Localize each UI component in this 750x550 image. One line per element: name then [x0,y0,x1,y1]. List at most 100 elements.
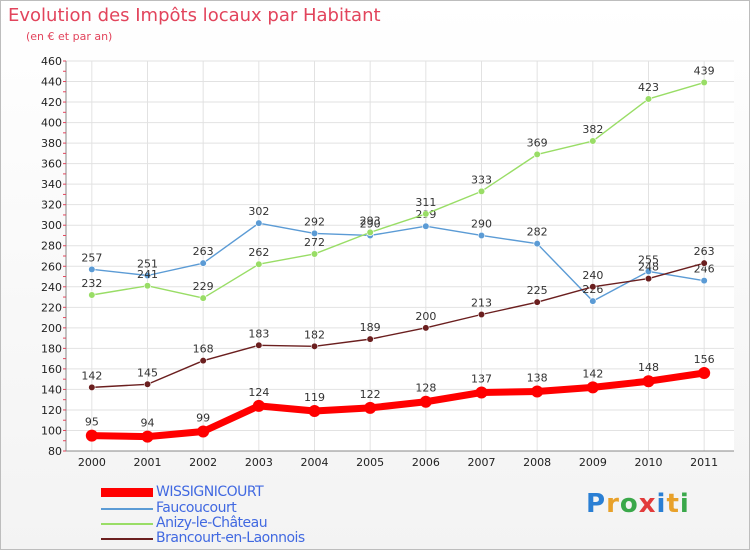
data-label: 272 [304,236,325,249]
data-point [141,430,154,443]
x-tick-label: 2010 [635,456,663,469]
x-tick-label: 2002 [189,456,217,469]
x-tick-label: 2011 [690,456,718,469]
data-point [199,259,207,267]
data-label: 137 [471,373,492,386]
data-label: 263 [193,245,214,258]
y-tick-label: 280 [41,240,62,253]
y-tick-label: 220 [41,301,62,314]
y-tick-label: 160 [41,363,62,376]
data-point [252,399,265,412]
data-label: 99 [196,412,210,425]
y-tick-label: 400 [41,117,62,130]
data-label: 189 [360,321,381,334]
data-point [698,367,711,379]
data-point [310,342,319,350]
data-point [85,429,98,442]
series-line-1 [91,222,705,302]
data-label: 156 [694,353,715,366]
data-label: 213 [471,297,492,310]
data-label: 200 [415,310,436,323]
data-label: 240 [582,269,603,282]
series-line-3 [91,262,705,389]
data-label: 255 [638,253,659,266]
series-line-2 [91,81,705,299]
data-point [366,228,374,236]
data-label: 128 [415,382,436,395]
data-point [533,240,541,248]
data-point [310,250,319,258]
x-tick-label: 2006 [412,456,440,469]
data-point [700,277,708,285]
legend-swatch-anizy [101,523,153,525]
data-label: 290 [360,217,381,230]
data-label: 251 [137,258,158,271]
logo-letter: i [679,489,690,519]
data-point [531,385,544,398]
legend-swatch-faucoucourt [101,508,153,510]
data-label: 369 [527,136,548,149]
x-tick-label: 2008 [523,456,551,469]
y-tick-label: 420 [41,96,62,109]
data-point [589,137,597,145]
data-label: 122 [360,388,381,401]
data-point [419,395,432,408]
data-point [586,381,599,394]
data-point [88,291,96,299]
data-label: 168 [193,343,214,356]
data-label: 439 [694,65,715,78]
y-tick-label: 360 [41,158,62,171]
data-point [533,150,541,158]
plot-area [66,61,734,451]
data-point [255,260,263,268]
x-tick-label: 2007 [468,456,496,469]
legend-swatch-brancourt [101,538,153,540]
data-label: 293 [360,214,381,227]
data-point [644,274,653,283]
x-tick-label: 2003 [245,456,273,469]
data-point [700,78,708,87]
legend-label-wissignicourt: WISSIGNICOURT [156,484,264,500]
data-label: 142 [81,369,102,382]
data-point [143,282,152,290]
logo-letter: P [586,489,607,519]
data-label: 183 [248,327,269,340]
data-point [422,222,430,230]
data-label: 263 [694,245,715,258]
data-point [644,267,653,275]
data-point [88,383,96,391]
data-point [364,401,377,414]
data-point [644,95,653,103]
data-label: 282 [527,226,548,239]
data-point [477,310,486,319]
y-tick-label: 460 [41,55,62,68]
logo-letter: x [638,489,657,519]
data-label: 229 [193,280,214,293]
data-point [533,298,541,306]
data-point [700,259,708,267]
data-label: 95 [85,416,99,429]
data-point [422,210,430,218]
data-label: 257 [81,251,102,264]
data-point [143,380,152,388]
data-point [88,265,96,273]
data-point [477,231,486,240]
data-label: 94 [141,417,155,430]
data-label: 333 [471,173,492,186]
data-label: 302 [248,205,269,218]
legend-label-faucoucourt: Faucoucourt [156,500,237,516]
data-point [199,357,207,365]
x-tick-label: 2009 [579,456,607,469]
data-point [642,375,655,388]
data-label: 232 [81,277,102,290]
y-tick-label: 340 [41,178,62,191]
data-label: 182 [304,328,325,341]
data-label: 290 [471,217,492,230]
logo-letter: o [619,489,639,519]
legend-label-brancourt: Brancourt-en-Laonnois [156,530,305,546]
data-point [255,341,263,349]
data-point [197,425,210,438]
x-tick-label: 2000 [78,456,106,469]
y-tick-label: 440 [41,76,62,89]
